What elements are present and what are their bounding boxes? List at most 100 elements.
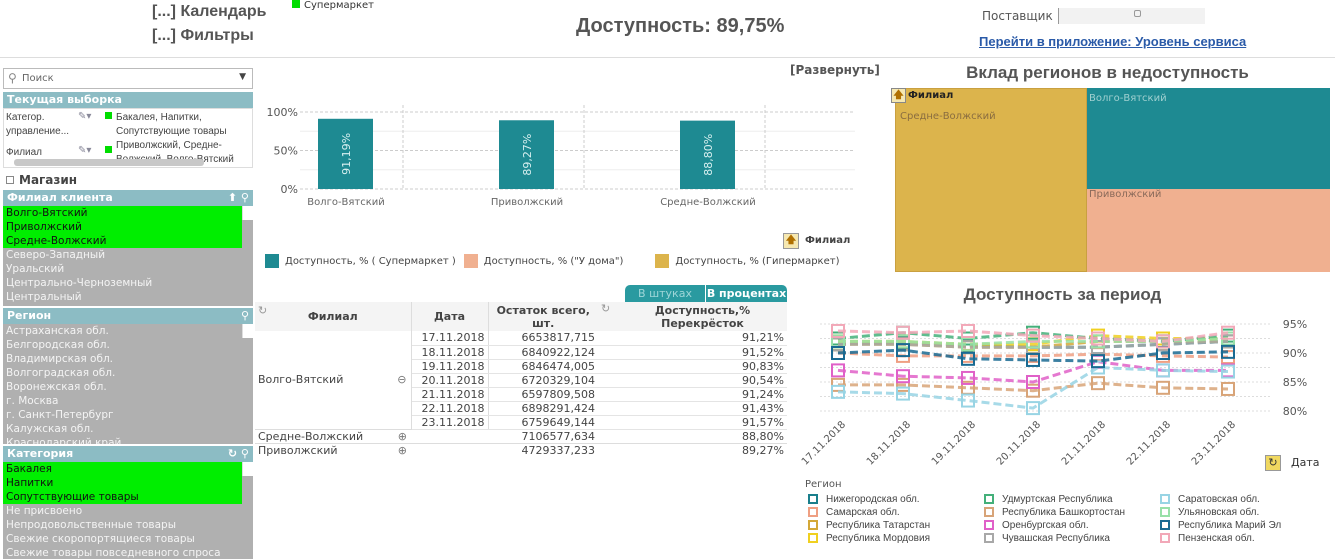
list-item[interactable]: Краснодарский край bbox=[3, 436, 242, 444]
supplier-dropdown[interactable] bbox=[1058, 8, 1205, 24]
legend-item[interactable]: Республика Марий Эл bbox=[1157, 520, 1333, 533]
column-header-branch[interactable]: ↻ Филиал bbox=[255, 302, 412, 331]
legend-item[interactable]: Оренбургская обл. bbox=[981, 520, 1157, 533]
vertical-scrollbar[interactable] bbox=[242, 324, 253, 338]
data-point[interactable] bbox=[831, 363, 845, 378]
app-link[interactable]: Перейти в приложение: Уровень сервиса bbox=[979, 34, 1247, 49]
list-item[interactable]: Северо-Западный bbox=[3, 248, 242, 262]
data-point[interactable] bbox=[1026, 352, 1040, 367]
data-point[interactable] bbox=[896, 386, 910, 401]
data-point[interactable] bbox=[1026, 375, 1040, 389]
data-point[interactable] bbox=[961, 370, 975, 385]
list-item[interactable]: Средне-Волжский bbox=[3, 234, 242, 248]
series-line[interactable] bbox=[837, 348, 1229, 363]
line-dimension-control[interactable]: ↻ Дата bbox=[1265, 455, 1319, 471]
list-item[interactable]: Калужская обл. bbox=[3, 422, 242, 436]
list-item[interactable]: Бакалея bbox=[3, 462, 242, 476]
list-item[interactable]: Центральный bbox=[3, 290, 242, 304]
data-point[interactable] bbox=[1091, 354, 1105, 369]
list-item[interactable]: Воронежская обл. bbox=[3, 380, 242, 394]
collapse-icon[interactable]: ⊖ bbox=[397, 372, 407, 386]
legend-item[interactable]: Республика Мордовия bbox=[805, 533, 981, 546]
bar[interactable] bbox=[499, 120, 554, 189]
branch-listbox[interactable]: Волго-Вятский Приволжский Средне-Волжский С… bbox=[3, 206, 253, 306]
series-line[interactable] bbox=[837, 329, 1229, 343]
vertical-scrollbar[interactable] bbox=[242, 206, 253, 220]
data-point[interactable] bbox=[1091, 331, 1105, 346]
treemap-dimension-control[interactable]: 🡅 Филиал bbox=[891, 88, 953, 103]
legend-item[interactable]: Чувашская Республика bbox=[981, 533, 1157, 546]
data-point[interactable] bbox=[896, 325, 910, 340]
tab-percent[interactable]: В процентах bbox=[706, 285, 787, 302]
calendar-toggle[interactable]: [...] Календарь bbox=[152, 3, 267, 20]
eraser-icon[interactable]: ✎▾ bbox=[78, 145, 92, 156]
series-line[interactable] bbox=[838, 381, 1229, 393]
list-item[interactable]: Приволжский bbox=[3, 220, 242, 234]
search-input[interactable]: ⚲ Поиск ▼ bbox=[3, 68, 253, 89]
list-item[interactable]: г. Санкт-Петербург bbox=[3, 408, 242, 422]
list-item[interactable]: Не присвоено bbox=[3, 504, 242, 518]
data-point[interactable] bbox=[961, 337, 975, 352]
legend-item[interactable]: Саратовская обл. bbox=[1157, 494, 1333, 507]
filters-toggle[interactable]: [...] Фильтры bbox=[152, 27, 254, 44]
expand-icon[interactable]: ⊕ bbox=[397, 443, 407, 457]
clear-search-icons[interactable]: ↻ ⚲ bbox=[227, 447, 249, 460]
data-point[interactable] bbox=[1221, 364, 1235, 379]
list-item[interactable]: Свежие товары повседневного спроса bbox=[3, 546, 242, 559]
data-point[interactable] bbox=[1221, 325, 1235, 340]
drill-up-icon[interactable]: 🡅 bbox=[783, 233, 799, 249]
list-item[interactable]: Центрально-Черноземный bbox=[3, 276, 242, 290]
data-point[interactable] bbox=[1156, 334, 1170, 349]
data-point[interactable] bbox=[831, 384, 845, 399]
expand-icon[interactable]: ⊕ bbox=[397, 429, 407, 443]
legend-item[interactable]: Доступность, % (Гипермаркет) bbox=[655, 254, 839, 268]
expand-button[interactable]: [Развернуть] bbox=[790, 63, 880, 77]
reset-icon[interactable]: ↻ bbox=[258, 304, 268, 317]
list-item[interactable]: г. Москва bbox=[3, 394, 242, 408]
list-item[interactable]: Непродовольственные товары bbox=[3, 518, 242, 532]
list-item[interactable]: Напитки bbox=[3, 476, 242, 490]
column-header-stock[interactable]: Остаток всего, шт. bbox=[496, 303, 590, 330]
data-point[interactable] bbox=[1221, 344, 1235, 359]
data-point[interactable] bbox=[1091, 376, 1105, 391]
column-header-date[interactable]: Дата bbox=[411, 302, 489, 331]
data-point[interactable] bbox=[896, 343, 910, 358]
column-header-availability[interactable]: ↻ Доступность,% Перекрёсток bbox=[601, 302, 751, 330]
list-item[interactable]: Владимирская обл. bbox=[3, 352, 242, 366]
data-point[interactable] bbox=[1026, 401, 1040, 416]
reset-icon[interactable]: ↻ bbox=[601, 302, 611, 315]
data-point[interactable] bbox=[1156, 363, 1170, 378]
list-item[interactable]: Белгородская обл. bbox=[3, 338, 242, 352]
store-checkbox[interactable]: Магазин bbox=[6, 173, 77, 187]
data-point[interactable] bbox=[1156, 380, 1170, 395]
data-point[interactable] bbox=[896, 334, 910, 349]
vertical-scrollbar[interactable] bbox=[242, 462, 253, 476]
treemap-cell[interactable]: Приволжский bbox=[1087, 189, 1330, 272]
list-item[interactable]: Свежие скоропортящиеся товары bbox=[3, 532, 242, 546]
chevron-down-icon[interactable]: ▼ bbox=[239, 72, 246, 82]
legend-item[interactable]: Удмуртская Республика bbox=[981, 494, 1157, 507]
search-icon[interactable]: ⚲ bbox=[240, 309, 249, 322]
data-point[interactable] bbox=[1221, 381, 1235, 396]
bar-dimension-control[interactable]: 🡅 Филиал bbox=[783, 233, 850, 249]
horizontal-scrollbar[interactable] bbox=[14, 159, 204, 166]
legend-item[interactable]: Доступность, % ("У дома") bbox=[463, 254, 623, 268]
legend-item[interactable]: Республика Башкортостан bbox=[981, 507, 1157, 520]
treemap-cell[interactable]: Волго-Вятский bbox=[1087, 88, 1330, 189]
list-item[interactable]: Волгоградская обл. bbox=[3, 366, 242, 380]
search-icon[interactable]: ⬆ ⚲ bbox=[227, 191, 249, 204]
data-point[interactable] bbox=[831, 346, 845, 360]
data-point[interactable] bbox=[896, 377, 910, 392]
category-listbox[interactable]: Бакалея Напитки Сопутствующие товары Не при… bbox=[3, 462, 253, 559]
eraser-icon[interactable]: ✎▾ bbox=[78, 111, 92, 122]
legend-item[interactable]: Доступность, % ( Супермаркет ) bbox=[265, 254, 456, 268]
data-point[interactable] bbox=[961, 323, 975, 338]
cycle-icon[interactable]: ↻ bbox=[1265, 455, 1281, 471]
legend-item[interactable]: Самарская обл. bbox=[805, 507, 981, 520]
drill-up-icon[interactable]: 🡅 bbox=[891, 88, 906, 103]
list-item[interactable]: Астраханская обл. bbox=[3, 324, 242, 338]
data-point[interactable] bbox=[1026, 328, 1040, 343]
legend-item[interactable]: Ульяновская обл. bbox=[1157, 507, 1333, 520]
tab-pieces[interactable]: В штуках bbox=[625, 285, 705, 302]
legend-item[interactable]: Республика Татарстан bbox=[805, 520, 981, 533]
